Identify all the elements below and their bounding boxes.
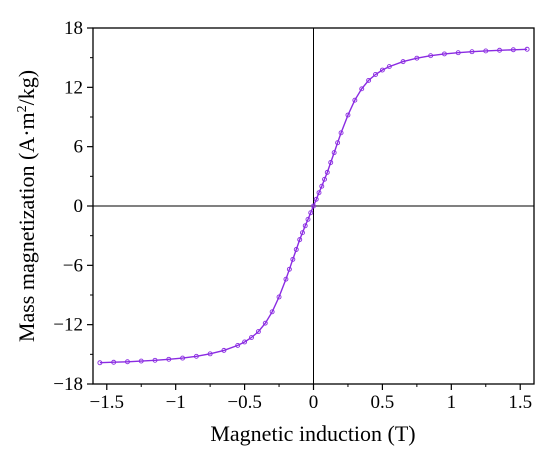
data-point [414, 55, 420, 61]
data-point [328, 160, 334, 165]
x-tick-label: −1.5 [90, 392, 124, 413]
y-tick-label: −6 [63, 255, 83, 276]
y-tick-label: −18 [53, 374, 83, 395]
data-point [441, 51, 447, 57]
data-point [276, 294, 282, 300]
data-point [283, 276, 289, 282]
data-point [193, 353, 199, 359]
data-point [180, 355, 186, 361]
data-point [497, 47, 502, 53]
data-point [455, 50, 461, 56]
data-point [249, 335, 254, 340]
data-point [305, 216, 311, 222]
data-point [311, 203, 316, 209]
data-point [262, 320, 268, 326]
y-axis-label: Mass magnetization (A·m2/kg) [14, 70, 39, 342]
data-point [138, 358, 144, 364]
data-point [510, 47, 516, 53]
data-point [373, 72, 378, 77]
data-point [319, 183, 325, 189]
data-point [335, 140, 341, 146]
x-tick-label: −1 [166, 392, 186, 413]
data-point [400, 59, 406, 65]
y-axis-label-sup: 2 [15, 105, 30, 112]
x-tick-label: 0.5 [371, 392, 395, 413]
y-tick-label: −12 [53, 315, 83, 336]
x-axis-ticks: −1.5 −1 −0.5 0 0.5 1 1.5 [90, 384, 532, 413]
data-point [483, 48, 489, 54]
data-point [469, 49, 475, 55]
data-point [269, 309, 275, 315]
data-point [207, 351, 213, 357]
x-tick-label: 1 [447, 392, 457, 413]
data-point [255, 329, 261, 335]
series-layer [97, 46, 530, 366]
x-tick-label: 1.5 [508, 392, 532, 413]
data-point [300, 230, 305, 236]
x-axis-label: Magnetic induction (T) [210, 421, 415, 446]
y-axis-label-post: /kg) [14, 70, 39, 105]
data-point [221, 347, 227, 353]
data-point [313, 196, 319, 202]
data-point [152, 357, 158, 363]
data-point [322, 176, 327, 182]
y-axis-ticks: −18 −12 −6 0 6 12 18 [53, 18, 93, 395]
series-line [99, 48, 528, 364]
data-point [331, 150, 337, 156]
data-point [293, 247, 299, 252]
data-point [366, 77, 372, 83]
data-point [166, 356, 172, 362]
data-point [302, 223, 308, 229]
data-point [308, 210, 314, 216]
data-point [379, 67, 385, 73]
data-point [345, 112, 351, 118]
data-point [97, 360, 103, 366]
data-point [324, 169, 330, 175]
y-tick-label: 12 [64, 77, 83, 98]
data-point [242, 339, 248, 345]
data-point [290, 256, 296, 262]
data-point [359, 86, 365, 92]
data-point [111, 359, 117, 365]
y-tick-label: 18 [64, 18, 83, 39]
data-point [352, 97, 358, 103]
data-point [235, 342, 241, 348]
x-tick-label: −0.5 [227, 392, 261, 413]
data-point [316, 190, 322, 196]
data-point [386, 64, 392, 70]
data-point [297, 237, 303, 243]
y-tick-label: 6 [74, 137, 84, 158]
data-point [338, 130, 344, 136]
data-point [286, 266, 292, 272]
y-axis-label-pre: Mass magnetization (A·m [14, 112, 39, 342]
x-tick-label: 0 [309, 392, 319, 413]
data-point [524, 46, 530, 52]
data-point [428, 53, 434, 59]
data-point [125, 359, 130, 365]
y-tick-label: 0 [74, 196, 84, 217]
